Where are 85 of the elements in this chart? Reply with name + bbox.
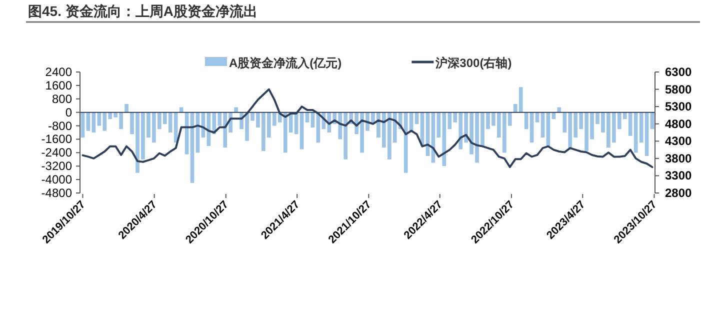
y2-tick-label: 6300	[665, 65, 692, 79]
bar	[272, 112, 276, 126]
y2-tick-label: 3300	[665, 168, 692, 183]
bar	[458, 112, 463, 150]
bar	[382, 112, 386, 148]
bar	[480, 112, 484, 146]
bar	[250, 112, 254, 121]
bar	[497, 112, 501, 138]
bar	[300, 112, 304, 150]
bar	[288, 112, 293, 132]
y-tick-label: 2400	[45, 65, 72, 79]
bar	[470, 112, 474, 154]
bar	[579, 112, 583, 130]
bar	[267, 112, 271, 138]
bar	[508, 112, 512, 126]
bar	[157, 112, 162, 130]
chart-title: 图45. 资金流向：上周A股资金净流出	[28, 3, 258, 19]
bar	[622, 112, 627, 120]
y-tick-label: 1600	[45, 78, 72, 92]
y2-tick-label: 3800	[665, 151, 692, 166]
y-tick-label: -4000	[41, 172, 72, 187]
bar	[283, 112, 288, 153]
bar	[502, 112, 506, 153]
bar	[628, 112, 632, 136]
bar	[453, 112, 458, 122]
bar	[644, 112, 649, 156]
bar	[387, 112, 392, 160]
bar	[518, 87, 523, 112]
bar	[218, 112, 222, 126]
bar	[596, 112, 600, 124]
bar	[174, 112, 178, 143]
bar	[513, 104, 518, 112]
bar	[590, 112, 594, 140]
bar	[486, 112, 490, 130]
bar	[601, 112, 605, 132]
bar	[152, 112, 156, 143]
bar	[262, 112, 266, 151]
bar	[223, 112, 228, 148]
bar	[464, 112, 468, 143]
bar	[392, 112, 397, 143]
bar	[634, 112, 638, 153]
bar	[448, 112, 452, 130]
y2-tick-label: 2800	[665, 186, 692, 200]
bar	[492, 112, 496, 126]
bar	[574, 112, 578, 138]
bar	[344, 112, 348, 160]
bar	[404, 112, 408, 173]
y-tick-label: -4800	[41, 186, 72, 200]
bar	[114, 112, 118, 118]
bar	[568, 112, 572, 150]
y2-tick-label: 4300	[665, 134, 692, 148]
bar	[168, 112, 172, 132]
bar	[360, 112, 364, 153]
y2-tick-label: 5300	[665, 100, 692, 114]
bar	[617, 112, 622, 130]
legend-label: 沪深300(右轴)	[434, 56, 512, 70]
y-tick-label: 800	[52, 92, 72, 106]
bar	[136, 112, 140, 173]
bar	[234, 107, 238, 112]
bar	[130, 112, 134, 134]
bar	[162, 112, 167, 124]
y-tick-label: -1600	[41, 132, 72, 146]
bar	[119, 112, 123, 130]
bar	[102, 112, 107, 131]
y2-tick-label: 5800	[665, 82, 692, 96]
bar	[245, 112, 249, 141]
bar	[338, 112, 342, 140]
bar	[141, 112, 145, 160]
bar	[108, 112, 112, 120]
y-tick-label: -2400	[41, 146, 72, 160]
bar	[371, 112, 375, 122]
bar	[124, 104, 128, 112]
bar	[376, 112, 380, 138]
bar	[606, 112, 610, 148]
bar	[146, 112, 150, 138]
y-tick-label: 0	[65, 105, 72, 120]
bar	[475, 112, 479, 163]
bar	[562, 112, 567, 132]
y-tick-label: -800	[48, 118, 72, 133]
legend-label: A股资金净流入(亿元)	[229, 56, 342, 70]
bar	[584, 112, 588, 151]
bar	[612, 112, 616, 143]
bar	[256, 112, 260, 128]
y-tick-label: -3200	[41, 159, 72, 174]
y2-tick-label: 4800	[665, 116, 692, 131]
